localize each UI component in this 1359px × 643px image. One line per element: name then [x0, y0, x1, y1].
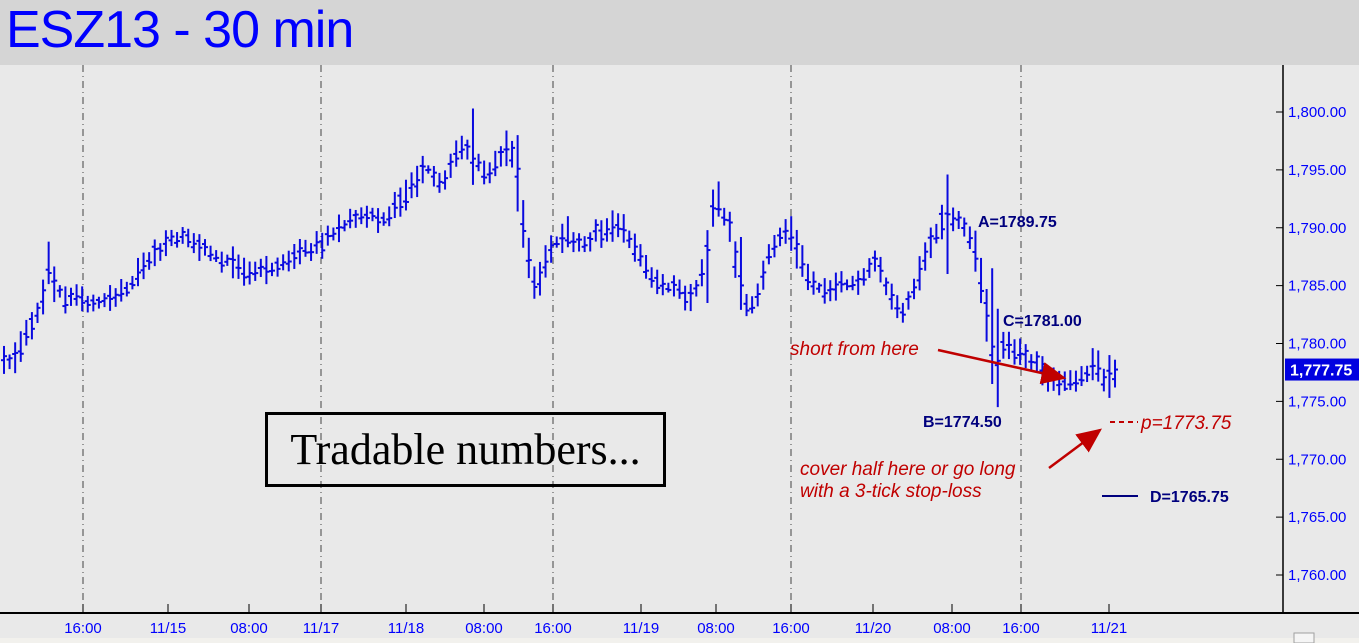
bottom-strip [0, 638, 1359, 643]
y-tick-label: 1,760.00 [1288, 567, 1346, 584]
x-tick-label: 11/20 [855, 620, 891, 637]
x-tick-label: 16:00 [772, 620, 810, 637]
x-tick-label: 11/21 [1091, 620, 1127, 637]
chart-title: ESZ13 - 30 min [6, 1, 354, 59]
cover-note-line2: with a 3-tick stop-loss [800, 481, 982, 502]
x-tick-label: 08:00 [697, 620, 735, 637]
x-tick-label: 08:00 [230, 620, 268, 637]
tradable-numbers-label: Tradable numbers... [290, 425, 641, 474]
y-tick-label: 1,770.00 [1288, 451, 1346, 468]
tradable-numbers-box: Tradable numbers... [265, 412, 666, 487]
short-entry-arrow [937, 348, 1067, 385]
point-d-label: D=1765.75 [1150, 489, 1229, 506]
y-tick-label: 1,780.00 [1288, 336, 1346, 353]
point-a-label: A=1789.75 [978, 214, 1057, 231]
cover-note-line1: cover half here or go long [800, 459, 1016, 480]
resize-grip [1293, 632, 1315, 643]
point-b-label: B=1774.50 [923, 414, 1002, 431]
x-tick-label: 11/17 [303, 620, 339, 637]
x-tick-label: 11/19 [623, 620, 659, 637]
plot-background [0, 65, 1359, 643]
x-tick-label: 16:00 [64, 620, 102, 637]
p-target-label: p=1773.75 [1140, 413, 1232, 434]
price-bars [1, 108, 1119, 408]
last-price-value: 1,777.75 [1290, 363, 1352, 380]
point-c-label: C=1781.00 [1003, 313, 1082, 330]
short-from-here-note: short from here [790, 339, 919, 360]
x-tick-label: 11/15 [150, 620, 186, 637]
y-tick-label: 1,765.00 [1288, 509, 1346, 526]
x-tick-label: 08:00 [933, 620, 971, 637]
cover-target-arrow [1048, 428, 1103, 470]
last-price-badge [1285, 358, 1359, 381]
y-tick-label: 1,790.00 [1288, 220, 1346, 237]
y-tick-label: 1,800.00 [1288, 104, 1346, 121]
x-tick-label: 16:00 [1002, 620, 1040, 637]
x-tick-label: 16:00 [534, 620, 572, 637]
y-tick-label: 1,775.00 [1288, 393, 1346, 410]
plot-area [0, 65, 1359, 643]
annotations-layer: 1,777.75 A=1789.75 C=1781.00 B=1774.50 D=176… [790, 214, 1359, 643]
x-tick-label: 08:00 [465, 620, 503, 637]
axes: 16:00 11/15 08:00 11/17 11/18 08:00 16:00 11/19… [0, 65, 1359, 637]
y-tick-label: 1,785.00 [1288, 278, 1346, 295]
y-tick-label: 1,795.00 [1288, 162, 1346, 179]
x-tick-label: 11/18 [388, 620, 424, 637]
